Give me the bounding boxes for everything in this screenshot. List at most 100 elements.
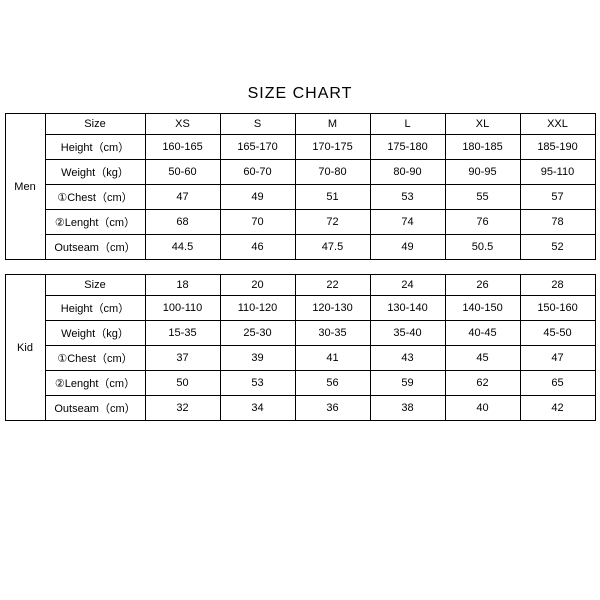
data-cell: 120-130	[295, 296, 370, 321]
data-cell: 42	[520, 396, 595, 421]
column-header: 18	[145, 275, 220, 296]
table-row: Height（cm）100-110110-120120-130130-14014…	[5, 296, 595, 321]
chart-title: SIZE CHART	[248, 85, 353, 103]
group-label: Kid	[5, 275, 45, 421]
data-cell: 25-30	[220, 321, 295, 346]
table-row: KidSize182022242628	[5, 275, 595, 296]
data-cell: 15-35	[145, 321, 220, 346]
data-cell: 68	[145, 210, 220, 235]
data-cell: 30-35	[295, 321, 370, 346]
table-row: MenSizeXSSMLXLXXL	[5, 114, 595, 135]
data-cell: 74	[370, 210, 445, 235]
data-cell: 60-70	[220, 160, 295, 185]
data-cell: 53	[370, 185, 445, 210]
column-header: XL	[445, 114, 520, 135]
column-header: L	[370, 114, 445, 135]
row-label: ①Chest（cm）	[45, 185, 145, 210]
data-cell: 57	[520, 185, 595, 210]
row-label: ②Lenght（cm）	[45, 371, 145, 396]
column-header: 26	[445, 275, 520, 296]
data-cell: 72	[295, 210, 370, 235]
data-cell: 46	[220, 235, 295, 260]
row-label: Outseam（cm）	[45, 235, 145, 260]
data-cell: 39	[220, 346, 295, 371]
data-cell: 150-160	[520, 296, 595, 321]
data-cell: 59	[370, 371, 445, 396]
column-header: M	[295, 114, 370, 135]
data-cell: 185-190	[520, 135, 595, 160]
column-header: S	[220, 114, 295, 135]
data-cell: 110-120	[220, 296, 295, 321]
row-label: Height（cm）	[45, 135, 145, 160]
data-cell: 56	[295, 371, 370, 396]
data-cell: 49	[370, 235, 445, 260]
data-cell: 43	[370, 346, 445, 371]
data-cell: 95-110	[520, 160, 595, 185]
data-cell: 140-150	[445, 296, 520, 321]
data-cell: 50	[145, 371, 220, 396]
data-cell: 34	[220, 396, 295, 421]
size-chart-table: MenSizeXSSMLXLXXLHeight（cm）160-165165-17…	[5, 113, 596, 421]
table-row: Outseam（cm）323436384042	[5, 396, 595, 421]
data-cell: 52	[520, 235, 595, 260]
data-cell: 62	[445, 371, 520, 396]
data-cell: 40	[445, 396, 520, 421]
table-row: ②Lenght（cm）687072747678	[5, 210, 595, 235]
data-cell: 55	[445, 185, 520, 210]
row-label: Weight（kg）	[45, 160, 145, 185]
column-header: XS	[145, 114, 220, 135]
data-cell: 170-175	[295, 135, 370, 160]
column-header: 22	[295, 275, 370, 296]
data-cell: 175-180	[370, 135, 445, 160]
data-cell: 45-50	[520, 321, 595, 346]
data-cell: 180-185	[445, 135, 520, 160]
column-header: 20	[220, 275, 295, 296]
data-cell: 100-110	[145, 296, 220, 321]
data-cell: 76	[445, 210, 520, 235]
data-cell: 70-80	[295, 160, 370, 185]
column-header: XXL	[520, 114, 595, 135]
data-cell: 53	[220, 371, 295, 396]
data-cell: 41	[295, 346, 370, 371]
data-cell: 65	[520, 371, 595, 396]
data-cell: 35-40	[370, 321, 445, 346]
data-cell: 38	[370, 396, 445, 421]
table-row: ①Chest（cm）474951535557	[5, 185, 595, 210]
row-label: ①Chest（cm）	[45, 346, 145, 371]
data-cell: 70	[220, 210, 295, 235]
table-row: Height（cm）160-165165-170170-175175-18018…	[5, 135, 595, 160]
data-cell: 80-90	[370, 160, 445, 185]
table-row: Weight（kg）50-6060-7070-8080-9090-9595-11…	[5, 160, 595, 185]
column-header: 28	[520, 275, 595, 296]
data-cell: 51	[295, 185, 370, 210]
data-cell: 165-170	[220, 135, 295, 160]
data-cell: 50-60	[145, 160, 220, 185]
data-cell: 50.5	[445, 235, 520, 260]
table-row: ①Chest（cm）373941434547	[5, 346, 595, 371]
data-cell: 47.5	[295, 235, 370, 260]
data-cell: 45	[445, 346, 520, 371]
data-cell: 37	[145, 346, 220, 371]
data-cell: 78	[520, 210, 595, 235]
row-label: Height（cm）	[45, 296, 145, 321]
data-cell: 130-140	[370, 296, 445, 321]
table-row: Weight（kg）15-3525-3030-3535-4040-4545-50	[5, 321, 595, 346]
row-label: Outseam（cm）	[45, 396, 145, 421]
data-cell: 47	[145, 185, 220, 210]
data-cell: 40-45	[445, 321, 520, 346]
table-row: ②Lenght（cm）505356596265	[5, 371, 595, 396]
group-label: Men	[5, 114, 45, 260]
data-cell: 44.5	[145, 235, 220, 260]
data-cell: 90-95	[445, 160, 520, 185]
data-cell: 47	[520, 346, 595, 371]
row-label: Size	[45, 275, 145, 296]
spacer-row	[5, 260, 595, 275]
data-cell: 32	[145, 396, 220, 421]
row-label: ②Lenght（cm）	[45, 210, 145, 235]
row-label: Weight（kg）	[45, 321, 145, 346]
table-row: Outseam（cm）44.54647.54950.552	[5, 235, 595, 260]
column-header: 24	[370, 275, 445, 296]
data-cell: 160-165	[145, 135, 220, 160]
data-cell: 49	[220, 185, 295, 210]
row-label: Size	[45, 114, 145, 135]
